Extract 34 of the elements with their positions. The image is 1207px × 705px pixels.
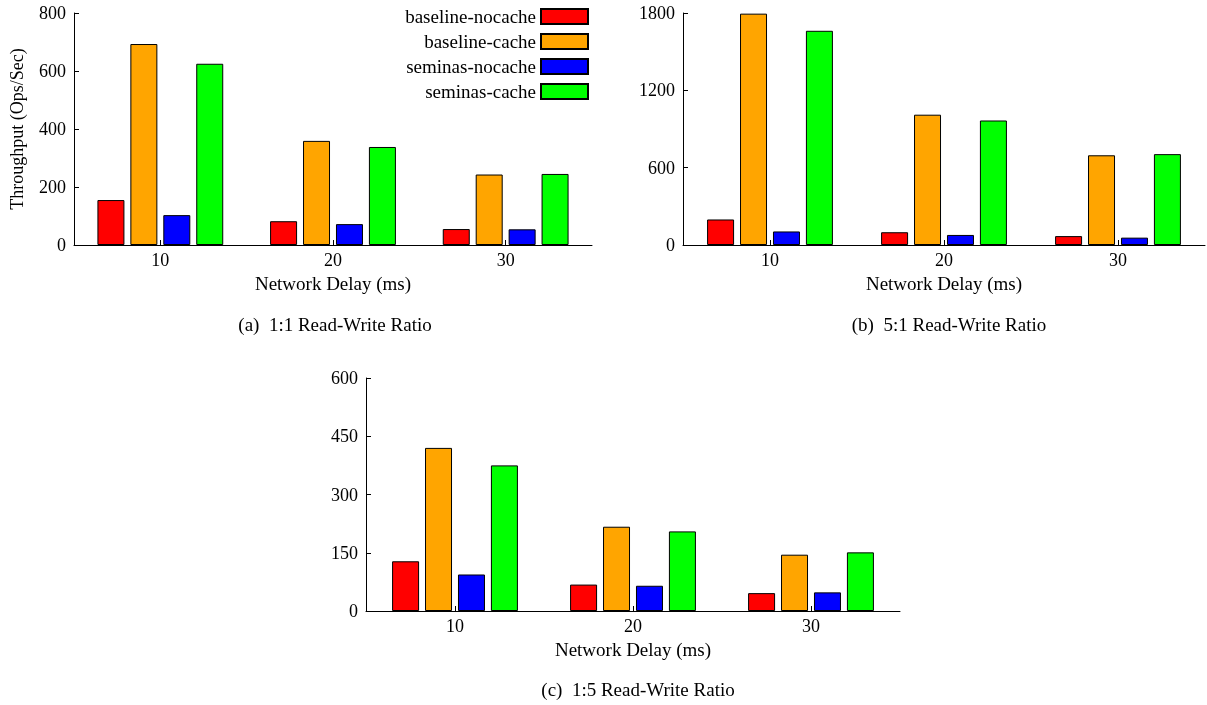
y-tick-label: 300 <box>331 484 358 505</box>
x-tick-label: 10 <box>761 250 779 270</box>
y-tick-label: 200 <box>39 177 66 197</box>
x-tick-label: 10 <box>151 250 170 270</box>
x-tick-label: 10 <box>446 616 464 636</box>
y-tick-label: 600 <box>648 157 675 178</box>
x-axis-title: Network Delay (ms) <box>254 272 412 295</box>
x-tick-label: 20 <box>935 250 953 270</box>
x-tick-label: 20 <box>324 250 342 270</box>
y-tick-label: 150 <box>331 542 358 563</box>
y-tick-label: 0 <box>57 235 66 255</box>
y-tick-label: 800 <box>39 3 66 23</box>
y-axis-title: Throughput (Ops/Sec) <box>7 48 28 210</box>
y-tick-label: 0 <box>666 235 675 255</box>
y-tick-label: 600 <box>39 61 66 81</box>
y-tick-label: 450 <box>331 426 358 447</box>
x-tick-label: 30 <box>802 616 820 636</box>
y-tick-label: 600 <box>331 368 358 388</box>
legend-label: baseline-cache <box>424 31 536 52</box>
text: (c) 1:5 Read-Write Ratio <box>541 679 735 701</box>
x-tick-label: 30 <box>496 250 515 270</box>
y-tick-label: 1200 <box>639 80 675 101</box>
y-tick-label: 0 <box>349 601 358 621</box>
text: (a) 1:1 Read-Write Ratio <box>238 314 432 336</box>
y-tick-label: 400 <box>39 119 66 139</box>
x-tick-label: 30 <box>1109 250 1127 270</box>
y-tick-label: 1800 <box>639 3 675 23</box>
x-axis-title: Network Delay (ms) <box>554 638 712 661</box>
x-axis-title: Network Delay (ms) <box>865 272 1023 295</box>
text: (b) 5:1 Read-Write Ratio <box>851 314 1047 336</box>
legend-label: seminas-cache <box>425 81 536 102</box>
x-tick-label: 20 <box>624 616 642 636</box>
legend-label: seminas-nocache <box>406 56 536 77</box>
legend-label: baseline-nocache <box>405 6 536 27</box>
